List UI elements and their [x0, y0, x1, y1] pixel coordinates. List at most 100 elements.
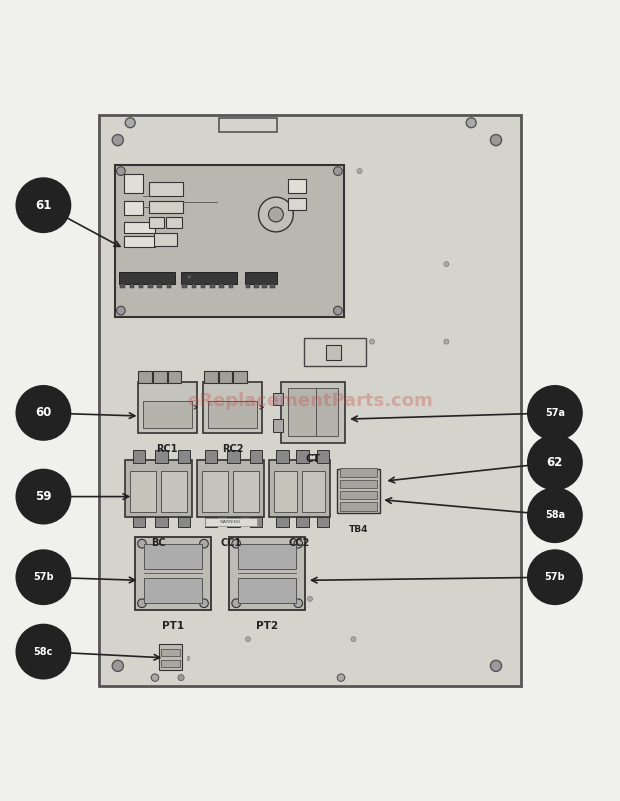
Circle shape	[117, 306, 125, 315]
Bar	[119, 272, 175, 284]
FancyBboxPatch shape	[281, 382, 345, 443]
Circle shape	[334, 306, 342, 315]
Circle shape	[528, 550, 582, 604]
Text: 57b: 57b	[544, 572, 565, 582]
Text: eReplacementParts.com: eReplacementParts.com	[187, 392, 433, 409]
Circle shape	[232, 599, 241, 608]
Bar	[124, 235, 155, 247]
FancyBboxPatch shape	[138, 382, 197, 433]
Circle shape	[17, 550, 70, 604]
Circle shape	[138, 539, 146, 548]
Bar	[149, 217, 164, 228]
Bar	[130, 284, 134, 288]
Bar	[340, 469, 377, 477]
Circle shape	[138, 599, 146, 608]
Text: TB4: TB4	[348, 525, 368, 533]
Circle shape	[200, 599, 208, 608]
Bar	[246, 284, 250, 288]
FancyBboxPatch shape	[337, 469, 380, 513]
Bar	[178, 517, 190, 527]
Text: BC: BC	[151, 538, 166, 548]
Bar	[228, 450, 240, 462]
Circle shape	[294, 539, 303, 548]
Bar	[276, 517, 288, 527]
Text: 57a: 57a	[545, 408, 565, 418]
Bar	[156, 517, 168, 527]
Bar	[166, 217, 182, 228]
Text: II: II	[186, 656, 190, 662]
Text: 58c: 58c	[33, 646, 53, 657]
Text: CC1: CC1	[220, 538, 241, 548]
Bar	[156, 450, 168, 462]
Bar	[202, 472, 228, 513]
Bar	[148, 284, 153, 288]
Circle shape	[200, 539, 208, 548]
Bar	[288, 179, 306, 193]
Bar	[133, 517, 146, 527]
Text: PT1: PT1	[162, 622, 184, 631]
Bar	[143, 401, 192, 428]
FancyBboxPatch shape	[229, 537, 305, 610]
Bar	[153, 371, 167, 383]
Bar	[204, 371, 218, 383]
Bar	[161, 472, 187, 513]
Bar	[144, 578, 202, 603]
Circle shape	[294, 599, 303, 608]
Bar	[238, 544, 296, 569]
Bar	[250, 517, 262, 527]
Bar	[161, 660, 180, 667]
Circle shape	[117, 167, 125, 175]
Bar	[138, 371, 152, 383]
Bar	[219, 284, 224, 288]
Bar	[233, 371, 247, 383]
Bar	[245, 272, 277, 284]
Bar	[276, 450, 288, 462]
Bar	[205, 517, 218, 527]
Bar	[273, 420, 283, 432]
Circle shape	[17, 179, 70, 231]
Text: 59: 59	[35, 490, 51, 503]
Text: 58a: 58a	[545, 510, 565, 520]
Bar	[124, 201, 143, 215]
FancyBboxPatch shape	[205, 518, 257, 525]
Circle shape	[528, 386, 582, 440]
Bar	[144, 544, 202, 569]
FancyBboxPatch shape	[219, 118, 277, 132]
Circle shape	[528, 436, 582, 489]
Bar	[270, 284, 275, 288]
Bar	[273, 392, 283, 405]
Circle shape	[151, 674, 159, 682]
Circle shape	[466, 118, 476, 127]
Bar	[317, 517, 329, 527]
Bar	[238, 578, 296, 603]
Bar	[288, 199, 306, 210]
Bar	[317, 450, 329, 462]
Circle shape	[490, 135, 502, 146]
Bar	[302, 472, 325, 513]
Text: 60: 60	[35, 406, 51, 420]
Bar	[161, 649, 180, 656]
Text: CC2: CC2	[289, 538, 310, 548]
Text: WARNING: WARNING	[220, 520, 241, 524]
Text: RC2: RC2	[222, 444, 244, 454]
Bar	[296, 517, 309, 527]
Bar	[182, 284, 187, 288]
Bar	[228, 517, 240, 527]
Bar	[124, 174, 143, 193]
Bar	[326, 344, 341, 360]
Text: CT: CT	[306, 454, 321, 464]
FancyBboxPatch shape	[125, 460, 192, 517]
Bar	[167, 371, 181, 383]
Bar	[120, 284, 125, 288]
Bar	[124, 222, 155, 233]
Bar	[149, 183, 183, 196]
Bar	[181, 272, 237, 284]
Bar	[139, 284, 143, 288]
Bar	[254, 284, 259, 288]
Circle shape	[357, 169, 362, 174]
Circle shape	[112, 135, 123, 146]
Circle shape	[246, 637, 250, 642]
Bar	[340, 491, 377, 499]
FancyBboxPatch shape	[304, 339, 366, 366]
Bar	[133, 450, 146, 462]
